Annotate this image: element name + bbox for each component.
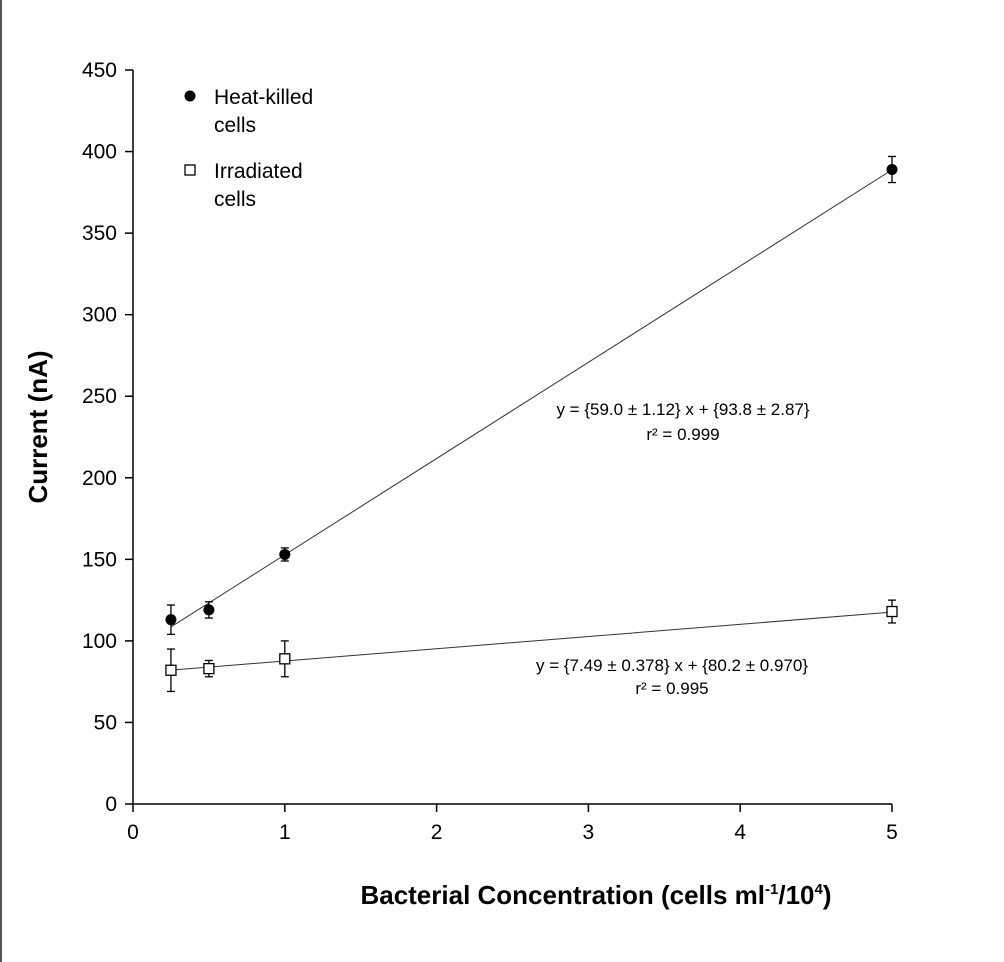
legend-marker xyxy=(184,164,196,176)
equation-heat-killed: y = {59.0 ± 1.12} x + {93.8 ± 2.87} xyxy=(556,400,809,419)
legend-label: cells xyxy=(214,188,256,211)
equation-irradiated: y = {7.49 ± 0.378} x + {80.2 ± 0.970} xyxy=(536,656,808,675)
y-tick-label: 250 xyxy=(82,385,117,408)
x-axis-title-sup1: -1 xyxy=(765,881,778,898)
data-point xyxy=(886,605,898,618)
legend-label: Irradiated xyxy=(214,160,303,183)
y-tick-label: 150 xyxy=(82,548,117,571)
legend-label: Heat-killed xyxy=(214,86,313,109)
y-tick-label: 50 xyxy=(94,711,117,734)
x-tick-label: 1 xyxy=(279,821,291,844)
legend-label: cells xyxy=(214,114,256,137)
y-tick-label: 0 xyxy=(105,793,117,816)
x-tick-label: 5 xyxy=(886,821,898,844)
data-point xyxy=(165,664,177,676)
y-tick-label: 300 xyxy=(82,304,117,327)
legend-marker xyxy=(184,90,196,102)
x-tick-label: 3 xyxy=(583,821,595,844)
x-tick-label: 0 xyxy=(127,821,139,844)
data-marks xyxy=(165,155,898,693)
y-tick-label: 350 xyxy=(82,222,117,245)
r2-heat-killed: r² = 0.999 xyxy=(646,425,719,444)
fit-line-1 xyxy=(170,611,893,671)
data-point xyxy=(165,614,177,626)
y-tick-label: 200 xyxy=(82,467,117,490)
x-tick-label: 2 xyxy=(431,821,443,844)
data-point xyxy=(203,662,215,675)
data-point xyxy=(203,604,215,616)
data-point xyxy=(886,163,898,175)
x-axis-title-sup2: 4 xyxy=(815,881,824,898)
data-point xyxy=(279,653,291,665)
fit-lines xyxy=(170,169,893,671)
y-tick-label: 400 xyxy=(82,141,117,164)
y-tick-label: 450 xyxy=(82,59,117,82)
data-point xyxy=(279,548,291,560)
y-tick-label: 100 xyxy=(82,630,117,653)
legend: Heat-killed cells Irradiated cells xyxy=(184,86,313,211)
r2-irradiated: r² = 0.995 xyxy=(635,679,708,698)
axes: 0 50 100 150 200 250 300 350 400 450 0 1 2 3 4 5 xyxy=(82,59,898,844)
x-axis-title: Bacterial Concentration (cells ml-1/104) xyxy=(360,880,831,910)
fit-line-0 xyxy=(170,169,893,628)
y-axis-title: Current (nA) xyxy=(23,350,53,503)
x-tick-label: 4 xyxy=(734,821,746,844)
